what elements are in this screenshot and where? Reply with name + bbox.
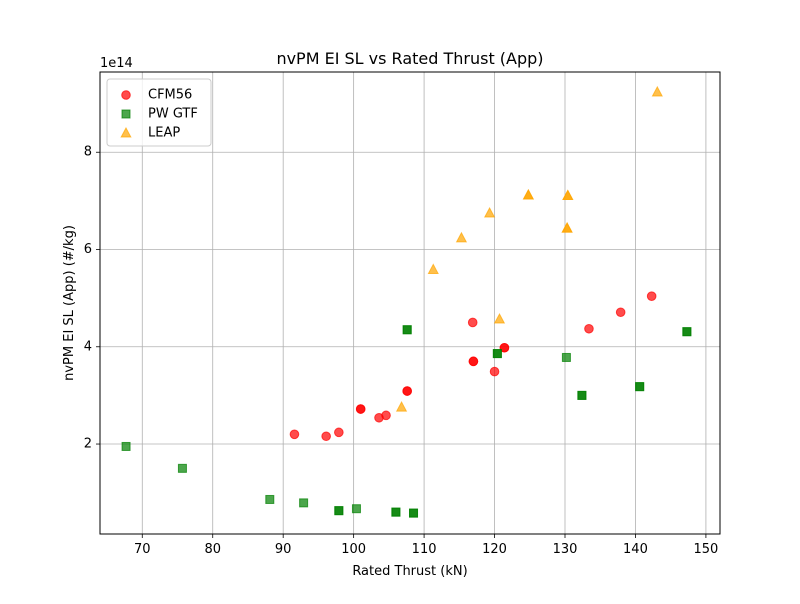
point-cfm56 <box>499 342 510 353</box>
legend-marker-cfm56 <box>121 90 131 100</box>
point-leap <box>455 231 468 243</box>
point-cfm56 <box>467 317 478 328</box>
x-tick-label: 120 <box>482 542 507 557</box>
legend-box <box>106 78 212 147</box>
y-tick-label: 2 <box>84 437 92 452</box>
x-tick-label: 100 <box>341 542 366 557</box>
legend-markers <box>120 90 132 138</box>
point-leap <box>522 188 534 200</box>
legend-label-leap: LEAP <box>148 126 180 141</box>
legend-label-cfm56: CFM56 <box>148 88 192 103</box>
point-leap <box>427 263 439 274</box>
point-cfm56 <box>334 427 344 438</box>
point-cfm56 <box>646 291 657 301</box>
point-leap <box>395 401 408 412</box>
legend-marker-leap <box>120 126 132 138</box>
x-tick-label: 70 <box>134 542 151 557</box>
point-cfm56 <box>321 431 331 442</box>
x-tick-label: 130 <box>553 542 578 557</box>
point-pw-gtf <box>299 498 309 508</box>
grid-layer <box>100 72 720 534</box>
point-leap <box>561 222 573 233</box>
point-pw-gtf <box>409 508 419 518</box>
point-pw-gtf <box>351 504 361 514</box>
legend-label-pw-gtf: PW GTF <box>148 107 198 122</box>
point-cfm56 <box>289 429 300 440</box>
point-leap <box>651 85 663 97</box>
point-pw-gtf <box>121 441 131 451</box>
y-axis-label: nvPM EI SL (App) (#/kg) <box>62 225 77 381</box>
point-cfm56 <box>489 366 500 377</box>
point-pw-gtf <box>682 327 692 337</box>
point-pw-gtf <box>177 463 187 473</box>
point-cfm56 <box>584 323 594 334</box>
x-axis-label: Rated Thrust (kN) <box>352 564 467 579</box>
point-leap <box>483 206 496 218</box>
point-pw-gtf <box>402 325 412 335</box>
point-pw-gtf <box>561 352 571 362</box>
point-pw-gtf <box>577 390 587 400</box>
point-cfm56 <box>355 404 366 414</box>
plot-frame <box>99 71 721 535</box>
y-tick-label: 4 <box>84 339 92 354</box>
point-pw-gtf <box>265 494 275 504</box>
point-cfm56 <box>615 307 626 318</box>
x-tick-label: 90 <box>275 542 292 557</box>
legend: CFM56 PW GTF LEAP <box>106 78 212 147</box>
points-layer <box>121 85 692 518</box>
point-leap <box>493 312 506 324</box>
x-tick-label: 80 <box>204 542 221 557</box>
y-tick-label: 8 <box>84 145 92 160</box>
x-tick-label: 150 <box>693 542 718 557</box>
x-tick-label: 110 <box>412 542 437 557</box>
chart-title: nvPM EI SL vs Rated Thrust (App) <box>276 49 543 68</box>
point-cfm56 <box>468 356 479 367</box>
point-pw-gtf <box>334 506 344 516</box>
point-pw-gtf <box>635 382 645 392</box>
point-cfm56 <box>402 386 412 396</box>
legend-marker-pw-gtf <box>121 109 131 119</box>
ticks-layer: 70 80 90 100 110 120 130 140 150 2 4 6 8 <box>84 145 719 557</box>
x-tick-label: 140 <box>623 542 648 557</box>
y-offset-label: 1e14 <box>100 56 133 71</box>
point-pw-gtf <box>391 507 401 517</box>
y-tick-label: 6 <box>84 242 92 257</box>
point-leap <box>562 189 574 201</box>
point-cfm56 <box>381 410 391 421</box>
point-pw-gtf <box>492 349 502 359</box>
